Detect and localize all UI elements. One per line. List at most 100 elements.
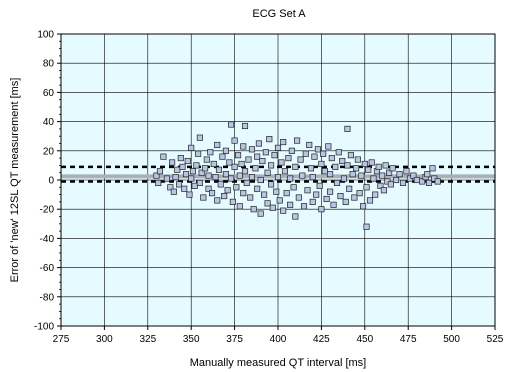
- data-point: [221, 193, 228, 200]
- data-point: [170, 188, 177, 195]
- y-tick-label: -20: [40, 205, 55, 216]
- data-point: [360, 203, 367, 210]
- data-point: [236, 203, 243, 210]
- data-point: [153, 172, 160, 179]
- data-point: [217, 181, 224, 188]
- x-tick-label: 425: [313, 334, 330, 345]
- data-point: [344, 125, 351, 132]
- data-point: [269, 204, 276, 211]
- data-point: [163, 175, 170, 182]
- data-point: [353, 165, 360, 172]
- data-point: [429, 165, 436, 172]
- data-point: [262, 149, 269, 156]
- data-point: [340, 175, 348, 182]
- data-point: [172, 174, 179, 181]
- data-point: [231, 137, 238, 144]
- data-point: [182, 171, 190, 178]
- data-point: [375, 163, 382, 170]
- data-point: [257, 210, 264, 217]
- data-point: [356, 190, 363, 197]
- data-point: [318, 206, 325, 213]
- data-point: [273, 188, 280, 195]
- data-point: [238, 160, 245, 167]
- data-point: [419, 178, 426, 185]
- data-point: [309, 198, 316, 205]
- data-point: [300, 203, 308, 210]
- data-point: [160, 153, 167, 160]
- data-point: [316, 182, 323, 189]
- data-point: [413, 176, 420, 184]
- data-point: [252, 165, 259, 172]
- data-point: [347, 152, 354, 159]
- data-point: [205, 185, 212, 192]
- data-point: [280, 207, 287, 214]
- data-point: [292, 213, 299, 220]
- data-point: [212, 174, 219, 181]
- data-point: [354, 156, 361, 163]
- data-point: [292, 163, 299, 170]
- data-point: [233, 184, 240, 191]
- data-point: [327, 171, 334, 178]
- data-point: [250, 206, 257, 213]
- x-axis-label: Manually measured QT interval [ms]: [190, 357, 366, 369]
- data-point: [254, 185, 261, 192]
- data-point: [188, 144, 195, 151]
- data-point: [337, 193, 344, 200]
- data-point: [215, 166, 223, 173]
- y-tick-label: 20: [43, 146, 55, 157]
- data-point: [195, 150, 202, 157]
- data-point: [254, 153, 261, 160]
- data-point: [399, 179, 407, 186]
- data-point: [264, 169, 271, 176]
- data-point: [167, 184, 174, 191]
- data-point: [361, 160, 368, 167]
- x-tick-label: 325: [139, 334, 156, 345]
- y-tick-label: -80: [40, 292, 55, 303]
- data-point: [389, 165, 396, 172]
- x-tick-label: 500: [443, 334, 460, 345]
- data-point: [311, 153, 318, 160]
- data-point: [328, 155, 335, 162]
- data-point: [226, 159, 233, 166]
- data-point: [309, 174, 316, 181]
- data-point: [207, 149, 214, 156]
- data-point: [346, 185, 353, 192]
- data-point: [295, 194, 302, 201]
- data-point: [241, 122, 249, 130]
- data-point: [304, 187, 311, 194]
- data-point: [257, 176, 264, 184]
- data-point: [264, 200, 271, 207]
- y-tick-label: -40: [40, 234, 55, 245]
- data-point: [382, 162, 389, 169]
- data-point: [198, 169, 205, 176]
- data-point: [240, 143, 247, 150]
- data-point: [248, 174, 256, 181]
- data-point: [208, 190, 216, 197]
- data-point: [307, 165, 315, 172]
- data-point: [259, 157, 266, 165]
- x-tick-label: 275: [53, 334, 70, 345]
- data-point: [219, 153, 226, 160]
- data-point: [243, 179, 250, 186]
- x-tick-label: 375: [226, 334, 243, 345]
- data-point: [241, 168, 249, 175]
- y-axis-ticks: 100 80 60 40 20 0 -20 -40 -60 -80 -100: [34, 30, 61, 333]
- data-point: [193, 162, 200, 169]
- data-point: [424, 171, 431, 178]
- data-point: [339, 157, 346, 165]
- data-point: [283, 190, 290, 197]
- data-point: [349, 171, 356, 178]
- data-point: [287, 175, 294, 182]
- gridlines: [61, 34, 495, 326]
- data-point: [318, 160, 325, 167]
- x-tick-label: 350: [183, 334, 200, 345]
- data-point: [268, 162, 275, 169]
- data-point: [222, 171, 229, 178]
- y-tick-label: 0: [48, 176, 54, 187]
- data-point: [321, 168, 328, 175]
- data-point: [214, 141, 221, 149]
- data-point: [306, 141, 313, 149]
- data-points: [153, 121, 441, 230]
- chart-title: ECG Set A: [252, 8, 306, 20]
- data-point: [278, 159, 285, 166]
